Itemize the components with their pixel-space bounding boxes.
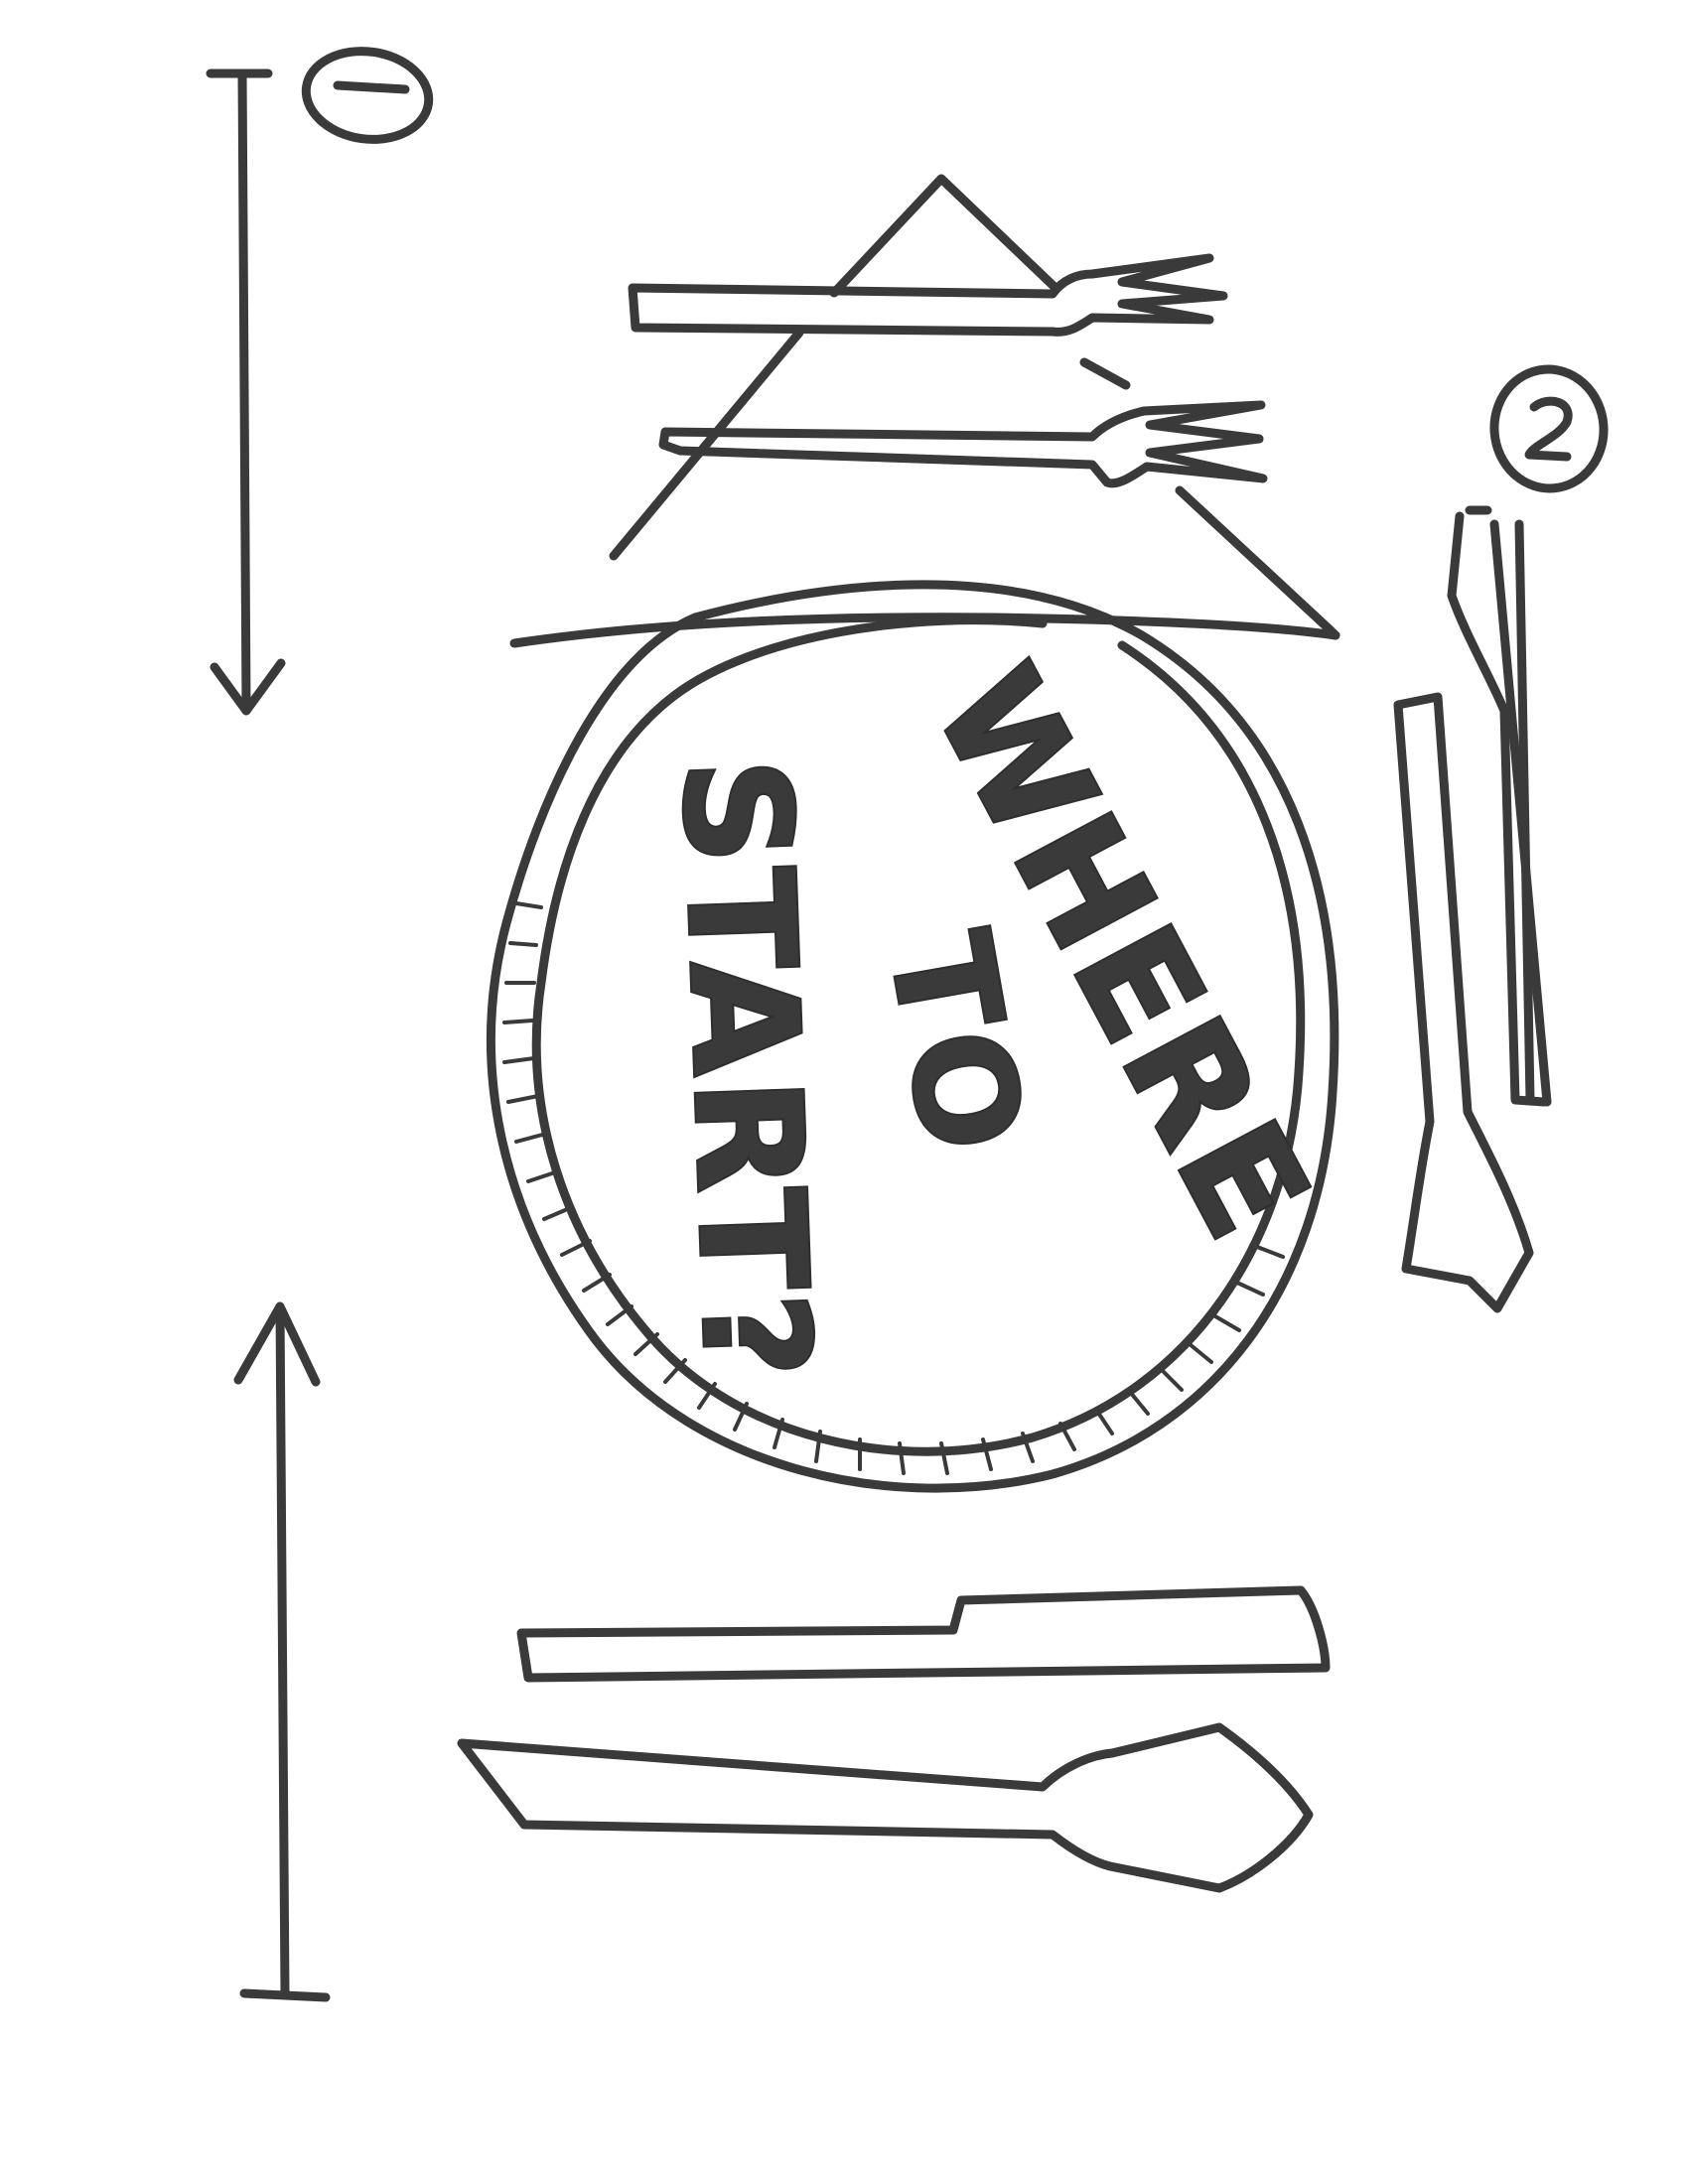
down-arrow-icon xyxy=(206,68,286,716)
plate-rim-shading xyxy=(502,901,1285,1475)
dinner-fork-icon xyxy=(628,253,1228,337)
knife-vertical-icon xyxy=(1447,505,1552,1107)
serving-spoon-vertical-icon xyxy=(1393,692,1534,1313)
plate xyxy=(487,580,1339,1493)
plate-text-to: TO xyxy=(856,921,1054,1166)
plate-text-start: START? xyxy=(649,755,842,1385)
up-arrow-icon xyxy=(233,1301,331,2002)
dinner-knife-icon xyxy=(516,1585,1331,1683)
step-two-badge: 2 xyxy=(1489,364,1609,493)
salad-fork-icon xyxy=(658,400,1268,488)
soup-spoon-icon xyxy=(457,1722,1314,1893)
step-one-badge: 1 xyxy=(301,47,434,144)
